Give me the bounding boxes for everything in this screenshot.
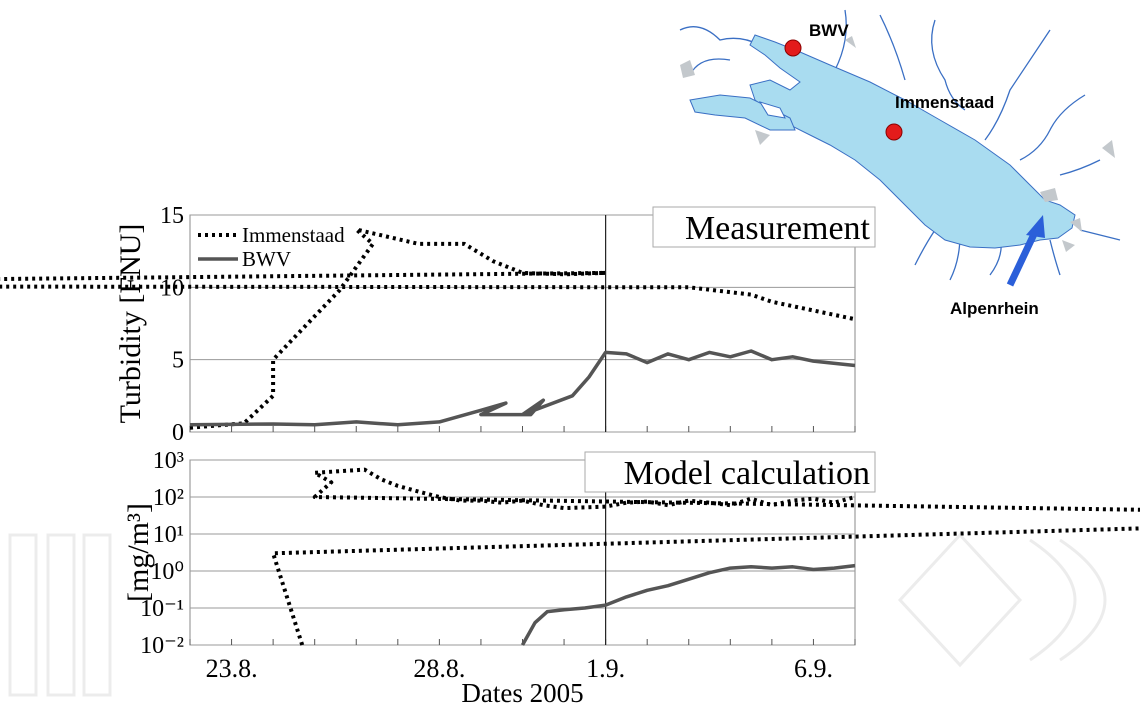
station-immenstaad-marker[interactable] bbox=[885, 123, 903, 141]
island bbox=[758, 101, 786, 119]
panel-title-box: Measurement bbox=[652, 206, 876, 248]
y-tick-label: 10⁻² bbox=[140, 633, 184, 659]
label-alpenrhein: Alpenrhein bbox=[950, 299, 1039, 318]
alpenrhein-arrow bbox=[1006, 215, 1045, 287]
panel-title-frame bbox=[584, 451, 876, 493]
panel-model: 10⁻² 10⁻¹ 10⁰ 10¹ 10² 10³ Model calculation [mg… bbox=[122, 448, 1140, 708]
y-tick-label: 10⁰ bbox=[150, 559, 184, 585]
lake-west-arm bbox=[689, 94, 796, 131]
series-line-bwv bbox=[520, 563, 856, 646]
panel-title-frame bbox=[652, 206, 876, 248]
station-bwv-marker[interactable] bbox=[784, 39, 802, 57]
panel-title-box: Model calculation bbox=[584, 451, 876, 493]
x-tick-label: 6.9. bbox=[794, 654, 833, 683]
x-tick-label: 23.8. bbox=[206, 654, 258, 683]
lake-map: BWV Immenstaad Alpenrhein bbox=[679, 9, 1121, 318]
panel-title: Model calculation bbox=[624, 455, 870, 492]
y-tick-label: 0 bbox=[172, 420, 184, 446]
lake bbox=[749, 34, 1076, 249]
chart-area: 0 5 10 15 Measurement Turbidity [FNU] Immensta… bbox=[0, 203, 1140, 708]
series-line-immenstaad bbox=[271, 467, 1140, 646]
legend-label: Immenstaad bbox=[242, 223, 345, 247]
series-line-immenstaad bbox=[0, 227, 856, 430]
rivers bbox=[679, 9, 1121, 281]
y-tick-label: 15 bbox=[160, 203, 184, 229]
y-tick-label: 10² bbox=[153, 485, 184, 511]
watermark bbox=[8, 532, 1107, 697]
y-tick-label: 10¹ bbox=[153, 522, 184, 548]
y-axis-label: Turbidity [FNU] bbox=[114, 224, 147, 424]
y-axis-label: [mg/m³] bbox=[122, 503, 155, 602]
panel-measurement: 0 5 10 15 Measurement Turbidity [FNU] Immensta… bbox=[0, 203, 876, 446]
label-bwv: BWV bbox=[809, 21, 849, 40]
y-tick-label: 10 bbox=[160, 275, 184, 301]
series-line-bwv bbox=[189, 349, 856, 427]
plot-frame bbox=[189, 214, 856, 433]
legend-label: BWV bbox=[242, 247, 291, 271]
y-tick-label: 10³ bbox=[153, 448, 184, 474]
x-axis-label: Dates 2005 bbox=[461, 678, 583, 708]
x-tick-label: 28.8. bbox=[413, 654, 465, 683]
x-tick-label: 1.9. bbox=[586, 654, 625, 683]
y-tick-label: 10⁻¹ bbox=[140, 596, 184, 622]
label-immenstaad: Immenstaad bbox=[895, 93, 994, 112]
panel-title: Measurement bbox=[685, 210, 871, 247]
y-tick-label: 5 bbox=[172, 348, 184, 374]
shore-patches bbox=[680, 36, 1115, 252]
